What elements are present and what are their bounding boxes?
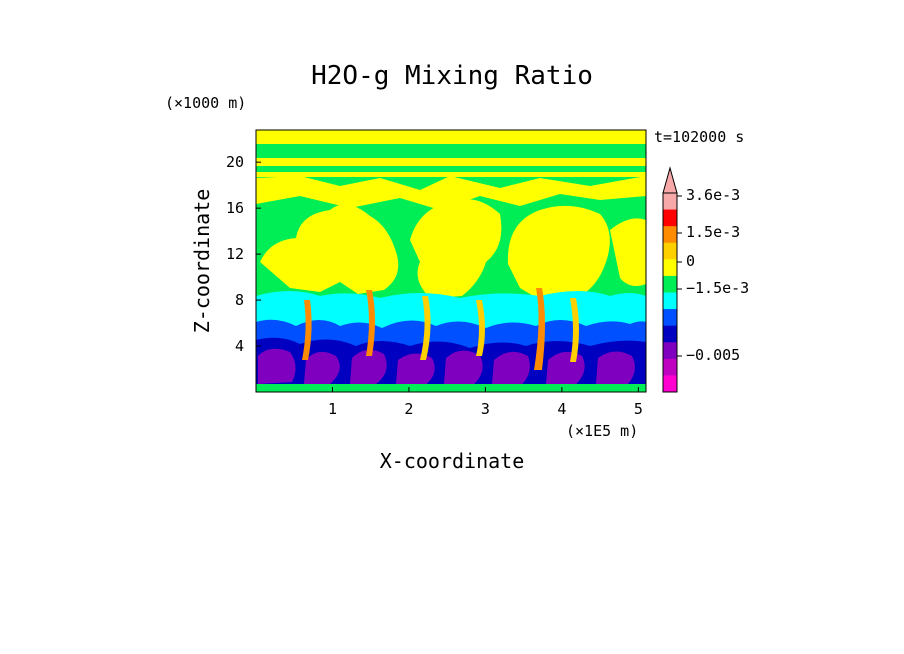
chart-title: H2O-g Mixing Ratio	[311, 61, 593, 91]
y-axis-label: Z-coordinate	[190, 189, 214, 334]
plot-field	[256, 130, 646, 392]
yellow-plume-far	[610, 218, 646, 286]
colorbar-level	[663, 193, 677, 211]
yellow-plume-left	[260, 204, 399, 294]
upper-band-lumps	[256, 176, 646, 210]
colorbar-level	[663, 375, 677, 393]
updraft-3	[420, 296, 431, 360]
purple-blob-2	[304, 351, 340, 384]
colorbar-level	[663, 259, 677, 277]
colorbar-level	[663, 226, 677, 244]
colorbar-level	[663, 242, 677, 260]
purple-blob-5	[444, 350, 483, 386]
x-unit-label: (×1E5 m)	[566, 422, 638, 440]
time-label: t=102000 s	[654, 128, 744, 146]
colorbar-level	[663, 342, 677, 360]
surface-strip	[256, 384, 646, 392]
colorbar-label: −0.005	[686, 346, 740, 364]
updraft-4	[534, 288, 545, 370]
colorbar-level	[663, 358, 677, 376]
colorbar-label: 3.6e-3	[686, 186, 740, 204]
plot-frame	[255, 129, 647, 393]
x-tick-label: 2	[404, 400, 413, 418]
y-tick-label: 4	[235, 337, 244, 355]
x-tick-label: 1	[328, 400, 337, 418]
purple-blob-3	[350, 349, 387, 384]
x-ticks: 1 2 3 4 5	[328, 387, 643, 418]
purple-blob-8	[596, 351, 635, 386]
yellow-plume-mid	[410, 199, 502, 298]
x-tick-label: 4	[557, 400, 566, 418]
y-unit-label: (×1000 m)	[165, 94, 246, 112]
upper-band-stripe	[256, 158, 646, 166]
colorbar-level	[663, 209, 677, 227]
colorbar-label: 0	[686, 252, 695, 270]
colorbar: 3.6e-3 1.5e-3 0 −1.5e-3 −0.005	[662, 166, 749, 393]
colorbar-label: −1.5e-3	[686, 279, 749, 297]
colorbar-level	[663, 325, 677, 343]
purple-blob-4	[396, 353, 435, 386]
colorbar-frame	[662, 192, 678, 393]
colorbar-level	[663, 275, 677, 293]
colorbar-level	[663, 309, 677, 327]
y-tick-label: 12	[226, 245, 244, 263]
updraft-2	[366, 290, 375, 356]
x-tick-label: 3	[481, 400, 490, 418]
x-tick-label: 5	[634, 400, 643, 418]
x-axis-label: X-coordinate	[380, 449, 525, 473]
colorbar-label: 1.5e-3	[686, 223, 740, 241]
y-tick-label: 20	[226, 153, 244, 171]
colorbar-level	[663, 292, 677, 310]
upper-band-stripe-2	[256, 172, 646, 177]
upper-band-top	[256, 130, 646, 144]
purple-blob-1	[258, 348, 296, 384]
updraft-1	[302, 300, 312, 360]
yellow-plume-right	[507, 205, 610, 300]
y-tick-label: 8	[235, 291, 244, 309]
colorbar-arrow	[662, 166, 678, 194]
updraft-5	[570, 298, 579, 362]
purple-blob-6	[492, 351, 530, 386]
y-tick-label: 16	[226, 199, 244, 217]
y-ticks: 4 8 12 16 20	[226, 153, 261, 355]
updraft-6	[476, 300, 485, 356]
